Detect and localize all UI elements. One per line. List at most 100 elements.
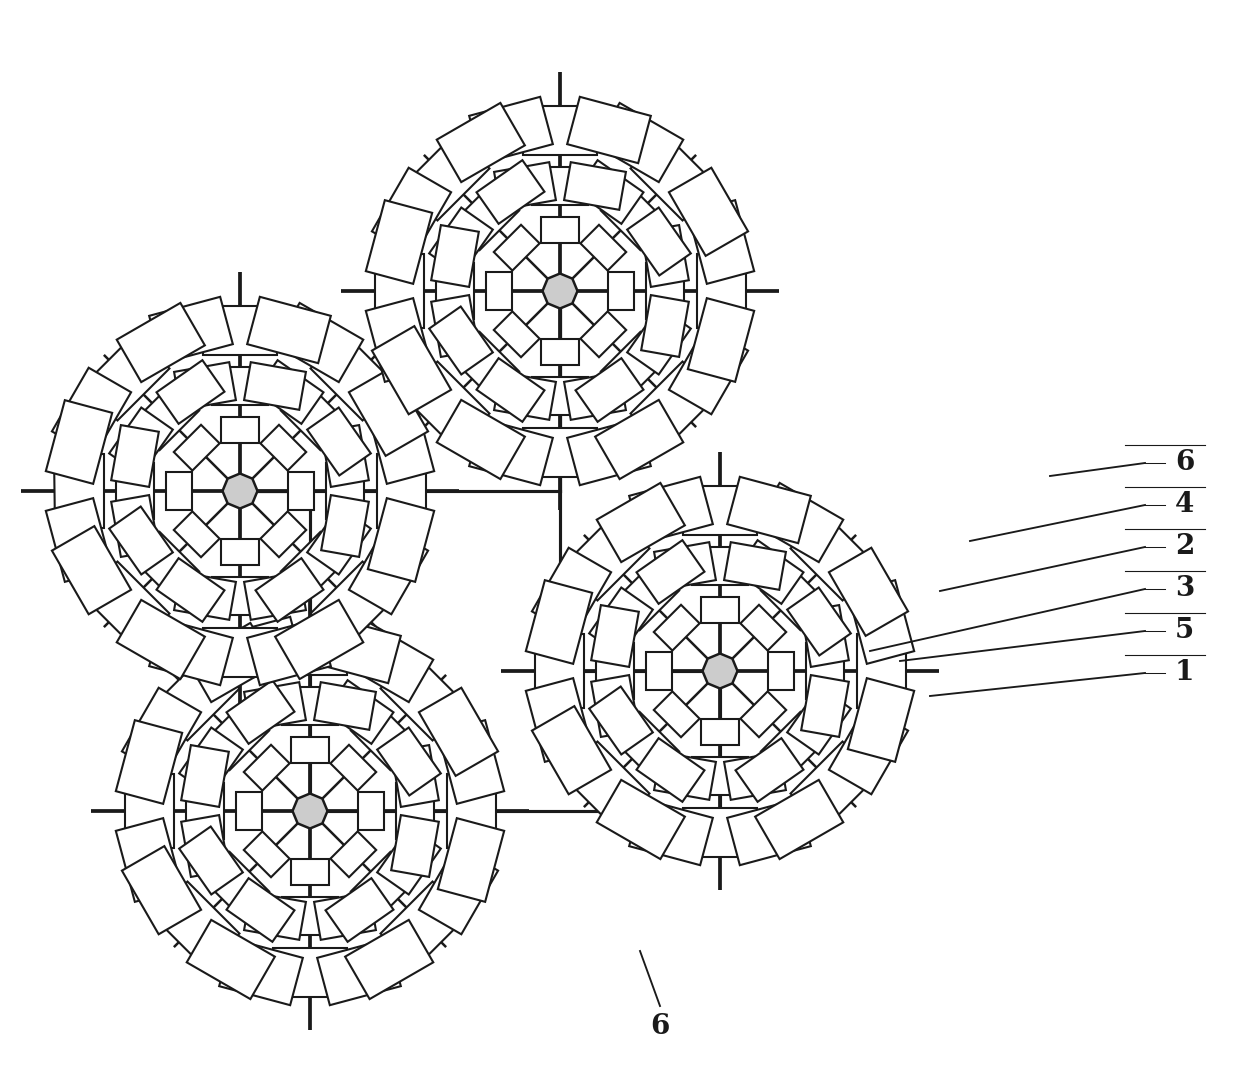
Polygon shape [580,225,626,270]
Polygon shape [828,706,908,795]
Polygon shape [432,225,479,286]
Polygon shape [255,558,324,622]
Polygon shape [133,384,200,450]
Polygon shape [806,643,844,699]
Polygon shape [368,400,434,484]
Polygon shape [724,543,786,590]
Polygon shape [374,254,424,328]
Polygon shape [377,827,441,894]
Polygon shape [601,184,667,250]
Polygon shape [314,892,376,939]
Polygon shape [109,408,172,476]
Polygon shape [630,361,717,449]
Polygon shape [345,623,433,702]
Polygon shape [627,307,691,374]
Polygon shape [589,588,652,655]
Polygon shape [595,400,683,479]
Polygon shape [381,654,467,740]
Polygon shape [314,682,376,730]
Polygon shape [534,635,584,708]
Polygon shape [761,711,827,778]
Polygon shape [768,652,795,691]
Polygon shape [156,558,224,622]
Polygon shape [828,548,908,636]
Polygon shape [122,846,201,934]
Polygon shape [330,831,376,877]
Polygon shape [293,793,327,828]
Polygon shape [595,643,634,699]
Polygon shape [541,216,579,243]
Polygon shape [403,361,490,449]
Polygon shape [740,604,786,651]
Polygon shape [791,513,877,600]
Polygon shape [310,334,397,421]
Polygon shape [469,418,553,485]
Polygon shape [636,540,704,604]
Polygon shape [377,454,425,528]
Polygon shape [46,498,112,582]
Polygon shape [288,471,315,510]
Polygon shape [149,618,233,685]
Polygon shape [391,815,439,877]
Polygon shape [567,97,651,163]
Polygon shape [166,471,192,510]
Polygon shape [227,878,294,942]
Polygon shape [372,326,451,414]
Polygon shape [646,263,684,319]
Polygon shape [526,678,593,762]
Polygon shape [532,166,588,205]
Polygon shape [326,878,393,942]
Polygon shape [181,815,229,877]
Polygon shape [641,295,688,357]
Polygon shape [701,719,739,746]
Polygon shape [703,654,738,689]
Polygon shape [351,704,418,770]
Polygon shape [221,539,259,565]
Polygon shape [348,526,428,614]
Text: 6: 6 [650,1013,670,1040]
Polygon shape [596,779,684,859]
Polygon shape [112,425,159,486]
Polygon shape [476,160,544,224]
Polygon shape [596,483,684,562]
Polygon shape [348,368,428,456]
Polygon shape [523,106,596,155]
Polygon shape [630,134,717,221]
Polygon shape [532,548,611,636]
Polygon shape [46,400,112,484]
Polygon shape [435,263,474,319]
Polygon shape [290,736,330,763]
Polygon shape [83,561,170,649]
Polygon shape [453,184,520,250]
Polygon shape [149,297,233,363]
Text: 6: 6 [1176,450,1194,477]
Polygon shape [308,408,371,476]
Polygon shape [735,540,804,604]
Polygon shape [317,938,401,1005]
Polygon shape [494,311,539,357]
Polygon shape [275,600,363,679]
Polygon shape [153,654,239,740]
Polygon shape [494,162,556,210]
Polygon shape [688,298,754,382]
Polygon shape [321,425,368,486]
Polygon shape [247,297,331,363]
Polygon shape [179,827,243,894]
Polygon shape [787,588,851,655]
Polygon shape [735,738,804,802]
Polygon shape [227,680,294,744]
Polygon shape [613,563,680,630]
Polygon shape [221,416,259,443]
Polygon shape [358,791,384,830]
Polygon shape [526,580,593,664]
Polygon shape [692,757,748,796]
Polygon shape [273,948,347,997]
Polygon shape [174,511,219,557]
Polygon shape [179,728,243,796]
Polygon shape [494,372,556,419]
Polygon shape [601,332,667,399]
Polygon shape [366,298,433,382]
Polygon shape [377,728,441,796]
Polygon shape [212,366,268,405]
Polygon shape [453,332,520,399]
